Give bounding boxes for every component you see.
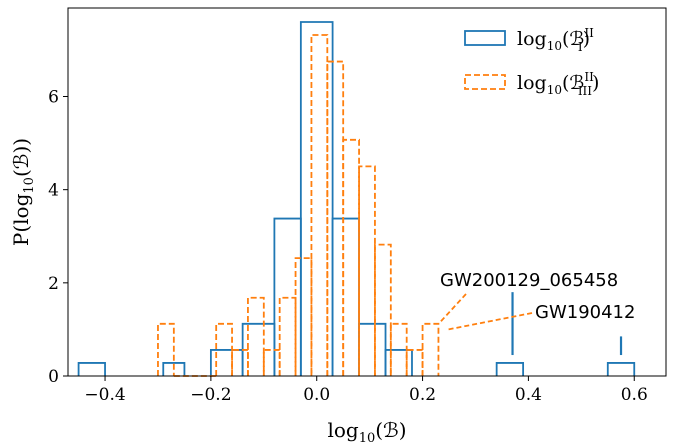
y-tick-label: 4 [48,181,59,201]
annotation-label: GW190412 [535,302,635,323]
x-tick-label: 0.0 [303,385,330,405]
histogram-bin [278,296,297,376]
x-tick-label: 0.6 [621,385,648,405]
histogram-bin [162,362,186,376]
annotation-label: GW200129_065458 [440,270,618,291]
series-1 [77,21,636,376]
histogram-bin [157,322,175,376]
x-tick-label: 0.2 [409,385,436,405]
legend-label: log10(ℬII III) [517,70,599,98]
histogram-bin [310,34,329,376]
histogram-bin [384,349,413,376]
histogram-bin [421,322,440,376]
annotation-connector [446,312,533,331]
y-tick-label: 6 [48,88,59,108]
x-tick-label: −0.2 [190,385,231,405]
histogram-bin [606,362,636,376]
plot-frame [67,7,667,377]
x-tick-label: 0.4 [515,385,542,405]
histogram-bin [77,362,106,376]
histogram-bin [358,165,376,376]
legend-swatch [464,30,506,46]
series-2 [157,34,440,377]
y-tick-label: 0 [48,367,59,387]
legend: log10(ℬII I) log10(ℬII III) [464,26,599,98]
histogram-bin [374,243,392,376]
histogram-bin [299,21,334,376]
annotations: GW200129_065458 GW190412 [439,270,635,356]
x-tick-label: −0.4 [84,385,125,405]
histogram-bin [247,296,265,376]
histogram-bin [389,322,408,376]
legend-label: log10(ℬII I) [517,26,594,54]
histogram-bin [215,322,233,376]
histogram-bin [495,362,525,376]
histogram-bins [77,21,636,377]
legend-swatch [464,74,506,90]
annotation-connector [439,293,467,323]
y-tick-label: 2 [48,274,59,294]
